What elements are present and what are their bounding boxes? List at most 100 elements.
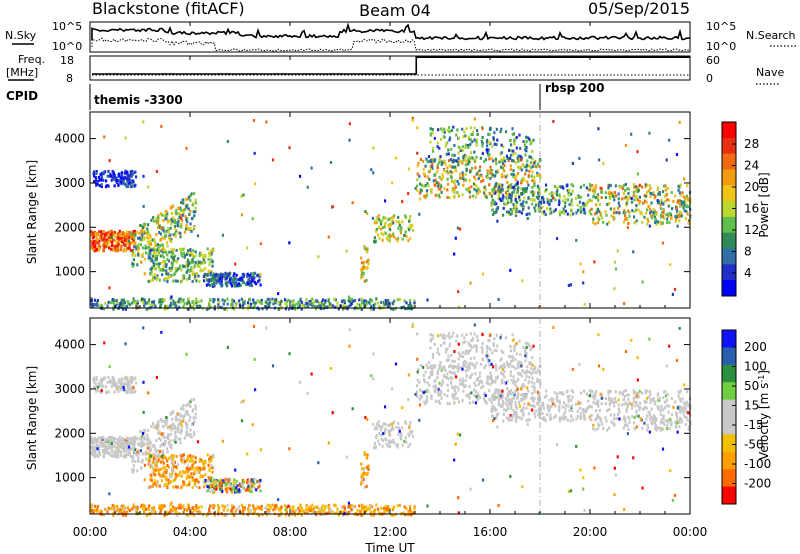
- power-echo: [667, 204, 670, 208]
- power-echo: [266, 297, 269, 301]
- velocity-echo: [222, 480, 225, 484]
- power-echo: [143, 229, 146, 233]
- velocity-echo: [364, 453, 367, 457]
- velocity-echo: [327, 503, 330, 507]
- velocity-echo: [373, 442, 376, 446]
- velocity-echo: [152, 457, 155, 461]
- power-echo: [193, 214, 196, 218]
- power-echo: [179, 297, 182, 301]
- velocity-echo: [477, 394, 480, 398]
- power-echo: [599, 186, 602, 190]
- power-echo: [555, 237, 559, 241]
- power-echo: [622, 220, 625, 224]
- power-echo: [522, 177, 525, 181]
- power-echo: [520, 181, 523, 185]
- velocity-echo: [375, 422, 379, 426]
- power-echo: [624, 144, 628, 148]
- velocity-echo: [495, 368, 498, 372]
- power-echo: [111, 299, 114, 303]
- velocity-echo: [310, 508, 314, 512]
- velocity-echo: [323, 509, 326, 513]
- power-echo: [279, 301, 283, 305]
- power-echo: [456, 191, 459, 195]
- power-echo: [381, 238, 384, 242]
- velocity-echo: [480, 379, 483, 383]
- velocity-echo: [90, 508, 94, 512]
- power-echo: [535, 203, 538, 207]
- power-echo: [512, 149, 515, 153]
- power-echo: [594, 222, 597, 226]
- velocity-echo: [150, 472, 154, 476]
- power-echo: [247, 278, 250, 282]
- power-echo: [191, 258, 194, 262]
- power-echo: [374, 229, 378, 233]
- power-echo: [537, 201, 540, 205]
- power-echo: [110, 235, 113, 239]
- velocity-echo: [185, 483, 188, 487]
- power-echo: [336, 305, 339, 309]
- velocity-echo: [100, 377, 103, 381]
- power-echo: [527, 174, 530, 178]
- velocity-echo: [114, 382, 117, 386]
- velocity-echo: [214, 480, 218, 484]
- velocity-echo: [170, 428, 173, 432]
- velocity-echo: [221, 489, 224, 493]
- velocity-echo: [388, 430, 391, 434]
- velocity-echo: [225, 490, 229, 494]
- velocity-echo: [133, 442, 136, 446]
- power-echo: [625, 203, 628, 207]
- power-echo: [208, 251, 211, 255]
- power-echo: [608, 220, 611, 224]
- power-echo: [478, 189, 482, 193]
- velocity-echo: [375, 503, 378, 507]
- power-echo: [175, 304, 178, 308]
- power-echo: [518, 210, 521, 214]
- velocity-echo: [161, 424, 165, 428]
- power-echo: [546, 200, 549, 204]
- velocity-echo: [443, 365, 446, 369]
- power-echo: [462, 179, 466, 183]
- velocity-echo: [360, 473, 363, 477]
- velocity-echo: [136, 469, 139, 473]
- power-echo: [583, 302, 586, 306]
- power-echo: [411, 116, 414, 120]
- power-echo: [124, 233, 127, 237]
- velocity-echo: [470, 391, 473, 395]
- power-echo: [465, 187, 468, 191]
- velocity-echo: [404, 420, 407, 424]
- nave-label: Nave: [756, 66, 784, 79]
- velocity-echo: [152, 482, 155, 486]
- power-echo: [285, 299, 289, 303]
- power-echo: [371, 216, 375, 220]
- power-echo: [509, 139, 512, 143]
- power-echo: [664, 184, 667, 188]
- power-echo: [496, 219, 499, 223]
- power-echo: [208, 278, 211, 282]
- velocity-echo: [369, 505, 373, 509]
- power-echo: [423, 174, 427, 178]
- power-echo: [93, 240, 96, 244]
- power-echo: [438, 146, 441, 150]
- power-echo: [232, 274, 235, 278]
- velocity-echo: [374, 425, 377, 429]
- velocity-echo: [110, 450, 113, 454]
- power-echo: [491, 145, 494, 149]
- power-echo: [363, 266, 366, 270]
- velocity-echo: [247, 484, 250, 488]
- power-echo: [507, 148, 511, 152]
- power-echo: [215, 279, 218, 283]
- velocity-echo: [116, 446, 119, 450]
- power-echo: [678, 210, 682, 214]
- power-echo: [149, 252, 152, 256]
- velocity-echo: [208, 485, 211, 489]
- velocity-echo: [535, 401, 539, 405]
- power-echo: [153, 267, 156, 271]
- velocity-echo: [449, 364, 452, 368]
- power-echo: [493, 211, 496, 215]
- power-echo: [679, 193, 682, 197]
- power-echo: [277, 292, 280, 296]
- power-echo: [497, 194, 500, 198]
- power-echo: [574, 196, 578, 200]
- power-echo: [90, 230, 93, 234]
- power-echo: [418, 191, 421, 195]
